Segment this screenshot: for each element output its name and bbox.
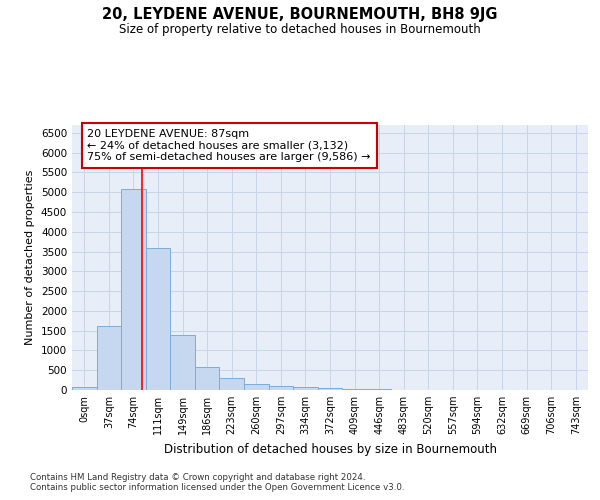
Bar <box>170 334 195 390</box>
Text: Size of property relative to detached houses in Bournemouth: Size of property relative to detached ho… <box>119 22 481 36</box>
Text: Contains public sector information licensed under the Open Government Licence v3: Contains public sector information licen… <box>30 484 404 492</box>
Bar <box>293 387 318 390</box>
Bar <box>97 326 121 390</box>
X-axis label: Distribution of detached houses by size in Bournemouth: Distribution of detached houses by size … <box>163 442 497 456</box>
Bar <box>342 389 367 390</box>
Bar <box>72 387 97 390</box>
Y-axis label: Number of detached properties: Number of detached properties <box>25 170 35 345</box>
Bar <box>367 389 391 390</box>
Bar <box>244 384 269 390</box>
Text: 20, LEYDENE AVENUE, BOURNEMOUTH, BH8 9JG: 20, LEYDENE AVENUE, BOURNEMOUTH, BH8 9JG <box>102 8 498 22</box>
Bar <box>269 386 293 390</box>
Bar <box>220 378 244 390</box>
Bar <box>146 248 170 390</box>
Bar <box>195 367 220 390</box>
Bar <box>121 189 146 390</box>
Text: Contains HM Land Registry data © Crown copyright and database right 2024.: Contains HM Land Registry data © Crown c… <box>30 472 365 482</box>
Bar <box>318 388 342 390</box>
Text: 20 LEYDENE AVENUE: 87sqm
← 24% of detached houses are smaller (3,132)
75% of sem: 20 LEYDENE AVENUE: 87sqm ← 24% of detach… <box>88 129 371 162</box>
